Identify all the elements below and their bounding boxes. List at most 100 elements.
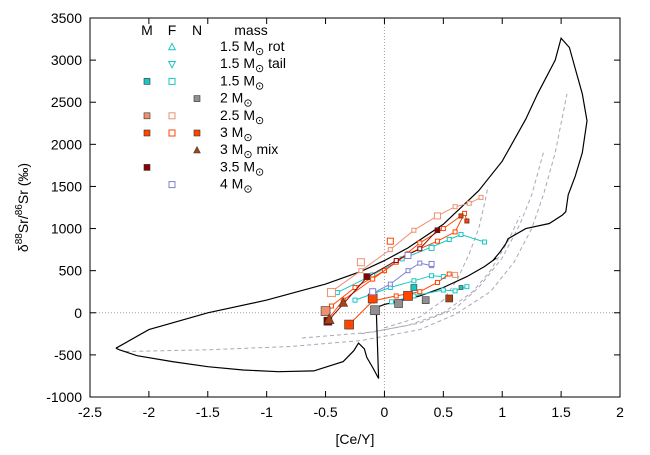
- legend-header-m: M: [141, 22, 153, 38]
- series-6-point-4: [434, 279, 440, 285]
- x-tick-label-4: -0.5: [313, 404, 337, 420]
- x-tick-label-1: -2: [143, 404, 156, 420]
- dashed-curve-0: [125, 93, 568, 352]
- series-7-point-3: [417, 246, 423, 252]
- series-2-point-2: [411, 278, 417, 284]
- y-tick-label-3: 500: [59, 263, 83, 279]
- legend-entry-7: 3.5 M⊙: [220, 158, 264, 178]
- series-1-point-6: [482, 239, 488, 245]
- y-tick-label-1: -500: [54, 347, 82, 363]
- data-marker-17: [363, 273, 371, 280]
- plot-border: [89, 17, 621, 398]
- series-5-point-5: [440, 226, 446, 232]
- series-5-point-4: [417, 240, 423, 246]
- data-marker-2: [323, 313, 335, 324]
- legend-entry-0: 1.5 M⊙ rot: [220, 38, 285, 58]
- series-0-point-0: [389, 299, 395, 305]
- series-3-point-2: [387, 247, 393, 253]
- series-6-point-2: [393, 293, 399, 299]
- legend-symbol-7-m: [143, 164, 151, 171]
- y-axis-label-delta: δ: [15, 244, 31, 252]
- y-tick-label-5: 1500: [51, 178, 82, 194]
- data-marker-4: [344, 319, 354, 330]
- series-3-point-5: [452, 204, 458, 210]
- data-marker-19: [369, 288, 377, 296]
- y-axis-label-end: Sr (‰): [15, 163, 31, 204]
- legend-symbol-8-f: [168, 181, 176, 189]
- data-marker-20: [428, 260, 435, 267]
- data-marker-15: [386, 237, 394, 245]
- x-tick-label-8: 1.5: [551, 404, 571, 420]
- y-axis-label-sup1: 88: [14, 233, 25, 245]
- y-tick-label-6: 2000: [51, 136, 82, 152]
- y-axis-label-mid: Sr/: [15, 215, 31, 233]
- series-0-point-2: [440, 287, 446, 293]
- plot-area: [90, 18, 620, 397]
- legend-header-mass: mass: [234, 22, 267, 38]
- legend-symbol-4-f: [168, 112, 176, 120]
- series-5-point-2: [370, 276, 376, 282]
- axis-ticks: -2.5 -2 -1.5 -1 -0.5 0 0.5 1 1.5 2 -1000 -500 0 500 10…: [46, 10, 624, 420]
- x-tick-label-3: -1: [260, 404, 273, 420]
- data-marker-23: [458, 285, 464, 290]
- x-tick-label-5: 0: [381, 404, 389, 420]
- plot-frame: [89, 17, 621, 398]
- legend-symbol-2-m: [143, 78, 151, 85]
- legend-symbol-6-n: [193, 145, 201, 154]
- data-marker-12: [326, 288, 336, 298]
- y-tick-label-7: 2500: [51, 94, 82, 110]
- legend-header-n: N: [192, 22, 202, 38]
- y-axis-label-sup2: 86: [14, 204, 25, 216]
- dashed-curve-2: [360, 215, 521, 335]
- legend-symbol-2-f: [168, 77, 176, 85]
- y-axis-label: δ88Sr/86Sr (‰): [14, 163, 31, 252]
- series-3-point-7: [478, 194, 484, 200]
- x-tick-label-6: 0.5: [434, 404, 454, 420]
- data-marker-24: [464, 218, 470, 224]
- data-marker-8: [403, 291, 413, 301]
- legend-symbol-5-n: [193, 129, 201, 137]
- legend-symbol-1-f: [167, 61, 177, 69]
- series-4-point-1: [352, 285, 358, 291]
- series-4-point-6: [462, 210, 468, 216]
- legend-symbol-0-f: [167, 42, 177, 51]
- legend-header-f: F: [168, 22, 177, 38]
- series-8-point-1: [387, 281, 393, 287]
- data-marker-11: [410, 284, 418, 291]
- series-8-point-2: [405, 268, 411, 274]
- data-marker-21: [452, 271, 459, 278]
- data-marker-9: [421, 296, 430, 304]
- series-4-point-0: [328, 303, 334, 309]
- x-tick-label-0: -2.5: [78, 404, 102, 420]
- data-marker-7: [394, 299, 403, 308]
- series-2-point-3: [429, 273, 435, 279]
- dashed-curve-1: [301, 152, 544, 339]
- data-marker-22: [428, 244, 435, 251]
- x-tick-label-7: 1: [498, 404, 506, 420]
- series-4-point-5: [452, 229, 458, 235]
- series-0-point-4: [464, 284, 470, 290]
- x-tick-label-2: -1.5: [196, 404, 220, 420]
- legend-symbol-5-m: [143, 129, 151, 137]
- data-marker-13: [356, 258, 365, 267]
- data-marker-3: [338, 297, 349, 307]
- series-1-point-4: [446, 237, 452, 243]
- legend-entry-6: 3 M⊙ mix: [220, 141, 278, 161]
- series-4-point-4: [434, 238, 440, 244]
- x-tick-label-9: 2: [616, 404, 624, 420]
- data-marker-6: [367, 293, 378, 304]
- legend-entry-1: 1.5 M⊙ tail: [220, 55, 286, 75]
- data-marker-14: [433, 212, 441, 220]
- series-6-point-5: [446, 271, 452, 277]
- legend-entry-3: 2 M⊙: [220, 90, 253, 110]
- y-tick-label-0: -1000: [46, 389, 82, 405]
- series-3-point-1: [358, 268, 364, 274]
- y-tick-label-9: 3500: [51, 10, 82, 26]
- x-axis-label: [Ce/Y]: [336, 431, 375, 447]
- series-3-point-6: [466, 200, 472, 206]
- series-3-point-3: [411, 227, 417, 233]
- legend-symbol-3-n: [193, 95, 201, 102]
- legend-entry-8: 4 M⊙: [220, 176, 253, 196]
